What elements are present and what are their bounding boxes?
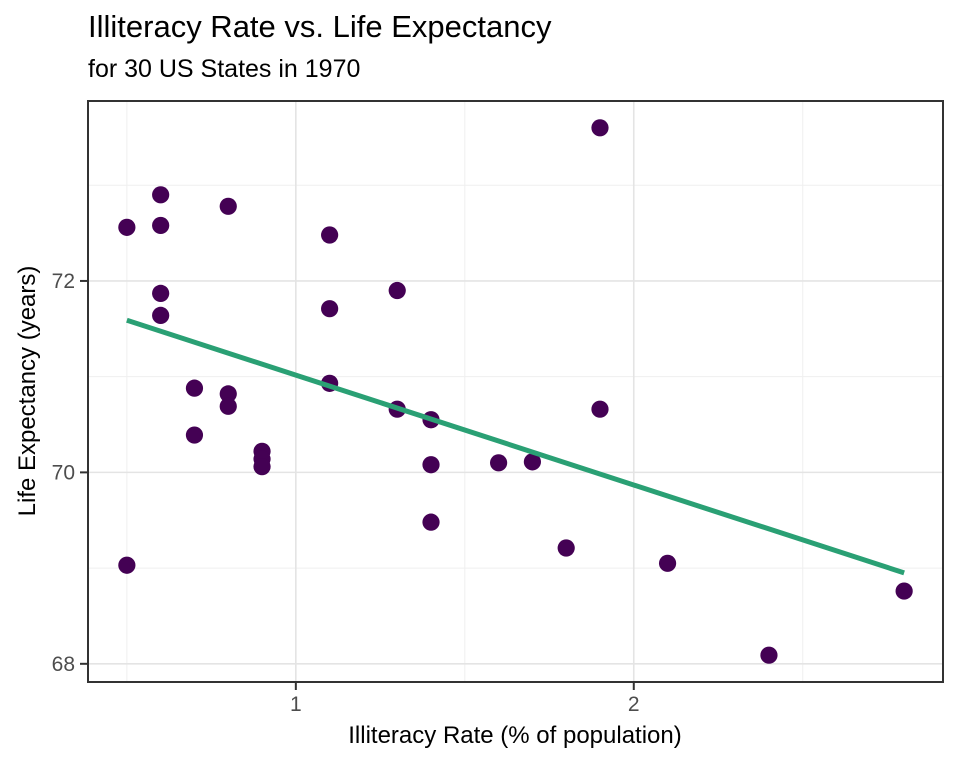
data-point xyxy=(388,281,406,300)
y-tick-label: 72 xyxy=(52,270,75,293)
data-point xyxy=(490,454,508,472)
trend-line xyxy=(126,317,905,576)
data-point xyxy=(895,582,913,600)
data-point xyxy=(591,400,609,418)
data-point xyxy=(185,426,204,444)
data-point xyxy=(557,539,575,557)
x-tick-label: 1 xyxy=(290,693,302,716)
panel-background xyxy=(88,101,943,682)
data-point xyxy=(219,197,237,215)
data-point xyxy=(219,385,237,403)
y-tick-label: 70 xyxy=(52,461,75,484)
data-point xyxy=(591,119,609,137)
data-point xyxy=(422,456,440,474)
data-point xyxy=(118,218,136,236)
x-axis-title: Illiteracy Rate (% of population) xyxy=(348,722,682,749)
data-point xyxy=(658,554,677,572)
chart-title: Illiteracy Rate vs. Life Expectancy xyxy=(88,9,552,44)
panel-border xyxy=(87,100,944,683)
data-point xyxy=(152,284,170,302)
y-tick-label: 68 xyxy=(52,653,75,676)
data-point xyxy=(422,513,440,531)
data-point xyxy=(523,453,541,471)
chart-subtitle: for 30 US States in 1970 xyxy=(88,55,361,83)
data-point xyxy=(219,397,237,415)
data-point xyxy=(760,646,778,664)
data-point xyxy=(152,306,170,325)
data-point xyxy=(321,226,339,244)
data-point xyxy=(321,300,339,318)
x-tick-label: 2 xyxy=(628,693,640,716)
data-point xyxy=(152,216,170,235)
data-point xyxy=(253,458,271,476)
data-point xyxy=(118,556,136,574)
data-point xyxy=(185,379,204,397)
data-point xyxy=(152,186,170,204)
